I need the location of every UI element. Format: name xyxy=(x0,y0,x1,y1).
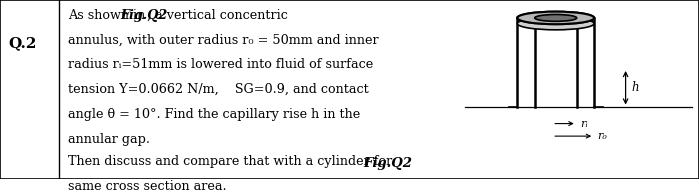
Ellipse shape xyxy=(517,12,594,24)
Ellipse shape xyxy=(535,14,577,21)
Text: tension Y=0.0662 N/m,    SG=0.9, and contact: tension Y=0.0662 N/m, SG=0.9, and contac… xyxy=(68,83,368,96)
Text: radius rᵢ=51mm is lowered into fluid of surface: radius rᵢ=51mm is lowered into fluid of … xyxy=(68,58,373,71)
Text: Then discuss and compare that with a cylinder for: Then discuss and compare that with a cyl… xyxy=(68,156,392,168)
Text: Fig.Q2: Fig.Q2 xyxy=(121,9,168,22)
FancyBboxPatch shape xyxy=(0,0,699,179)
Text: same cross section area.: same cross section area. xyxy=(68,180,226,193)
Text: Fig.Q2: Fig.Q2 xyxy=(363,157,412,170)
Text: , a vertical concentric: , a vertical concentric xyxy=(147,9,288,22)
Text: h: h xyxy=(631,81,639,94)
Ellipse shape xyxy=(517,12,594,24)
Ellipse shape xyxy=(517,17,594,30)
Text: As shown in: As shown in xyxy=(68,9,149,22)
Text: angle θ = 10°. Find the capillary rise h in the: angle θ = 10°. Find the capillary rise h… xyxy=(68,108,360,121)
Text: r₀: r₀ xyxy=(598,131,607,141)
Text: annular gap.: annular gap. xyxy=(68,133,150,146)
Ellipse shape xyxy=(535,14,577,21)
Text: rᵢ: rᵢ xyxy=(580,119,588,129)
Text: Q.2: Q.2 xyxy=(8,36,37,50)
Text: annulus, with outer radius r₀ = 50mm and inner: annulus, with outer radius r₀ = 50mm and… xyxy=(68,34,378,47)
